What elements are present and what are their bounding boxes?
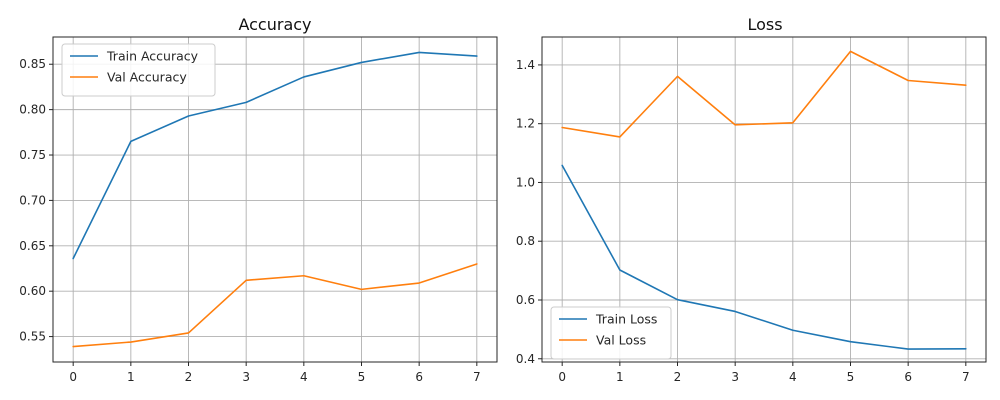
legend-label: Val Accuracy	[107, 70, 187, 85]
x-tick-label: 2	[674, 370, 682, 384]
x-tick-label: 5	[847, 370, 855, 384]
grid	[53, 37, 497, 362]
x-tick-label: 1	[127, 370, 135, 384]
x-tick-label: 6	[904, 370, 912, 384]
x-tick-label: 0	[558, 370, 566, 384]
legend-label: Train Loss	[595, 312, 657, 327]
y-tick-label: 0.55	[19, 330, 46, 344]
legend-label: Train Accuracy	[106, 49, 199, 64]
legend: Train Accuracy Val Accuracy	[61, 43, 216, 97]
legend-box	[61, 43, 216, 97]
plot-frame	[52, 36, 498, 363]
y-tick-label: 0.6	[516, 293, 535, 307]
x-tick-label: 5	[358, 370, 366, 384]
x-tick-label: 3	[242, 370, 250, 384]
chart-title: Accuracy	[238, 15, 311, 34]
y-tick-label: 0.70	[19, 193, 46, 207]
y-tick-label: 1.0	[516, 175, 535, 189]
series-line-val	[561, 50, 967, 138]
legend-box	[550, 306, 672, 360]
y-tick-label: 0.85	[19, 57, 46, 71]
x-tick-label: 4	[789, 370, 797, 384]
x-tick-label: 6	[415, 370, 423, 384]
legend-label: Val Loss	[596, 333, 646, 348]
legend: Train Loss Val Loss	[550, 306, 672, 360]
loss-chart: Loss 0 1 2 3 4 5 6 7 0.4 0.6 0.8 1.0 1.2 1.4 Train Los…	[516, 15, 987, 384]
x-tick-label: 2	[185, 370, 193, 384]
y-tick-label: 0.4	[516, 352, 535, 366]
x-tick-label: 0	[69, 370, 77, 384]
x-tick-label: 3	[731, 370, 739, 384]
series-line-train	[72, 51, 478, 260]
plot-frame	[541, 36, 987, 363]
series-line-val	[72, 263, 478, 348]
y-tick-label: 0.80	[19, 103, 46, 117]
y-tick-label: 0.60	[19, 284, 46, 298]
x-tick-label: 7	[473, 370, 481, 384]
series-line-train	[561, 164, 967, 350]
y-tick-label: 1.2	[516, 117, 535, 131]
x-tick-label: 7	[962, 370, 970, 384]
accuracy-chart: Accuracy 0 1 2 3 4 5 6 7 0.55 0.60 0.65 0.70 0.75 0.8…	[19, 15, 498, 384]
y-tick-label: 1.4	[516, 58, 535, 72]
y-tick-label: 0.65	[19, 239, 46, 253]
x-tick-label: 4	[300, 370, 308, 384]
chart-title: Loss	[747, 15, 782, 34]
x-tick-label: 1	[616, 370, 624, 384]
y-tick-label: 0.75	[19, 148, 46, 162]
y-tick-label: 0.8	[516, 234, 535, 248]
